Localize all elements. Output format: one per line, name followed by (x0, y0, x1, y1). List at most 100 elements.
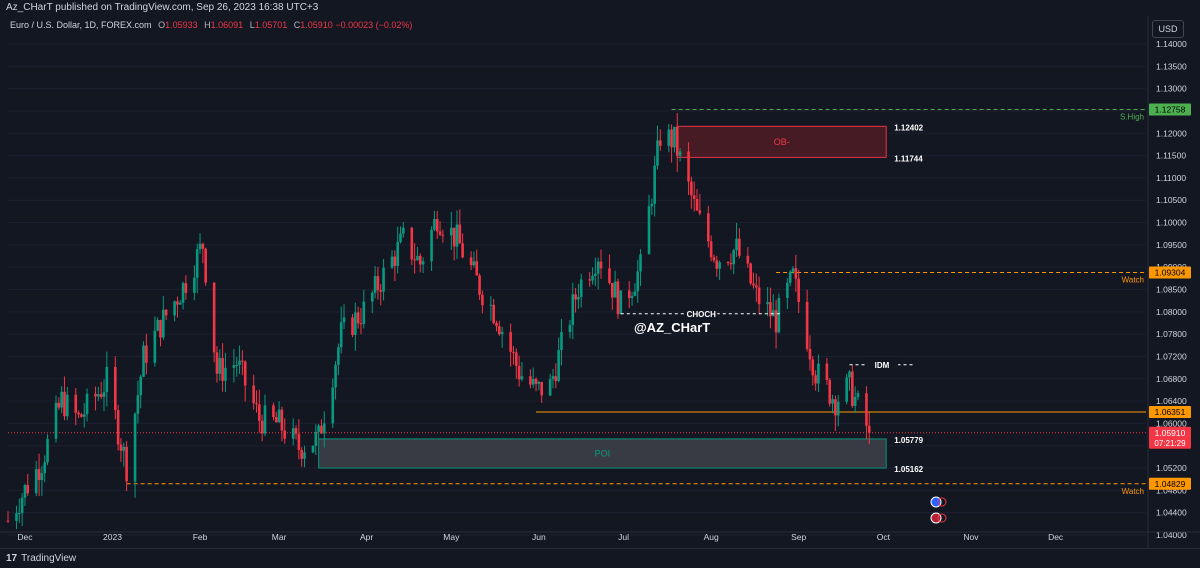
candle-body (692, 195, 696, 199)
candle-body (865, 393, 868, 426)
bar-countdown-text: 07:21:29 (1154, 439, 1186, 448)
candle-body (354, 312, 357, 336)
candle-body (311, 445, 315, 453)
candle-body (613, 281, 617, 298)
candle-body (560, 332, 563, 351)
candle-body (74, 394, 78, 413)
candle-body (6, 520, 10, 522)
candle-body (99, 394, 103, 397)
candle-body (520, 376, 524, 380)
candle-body (619, 290, 623, 315)
candle-body (105, 366, 109, 393)
change-value: −0.00023 (−0.02%) (335, 20, 413, 30)
candle-body (478, 275, 481, 295)
candle-body (291, 428, 295, 439)
candle-body (173, 301, 176, 316)
candle-body (458, 224, 462, 244)
candle-body (238, 360, 241, 366)
publish-text: Az_CHarT published on TradingView.com, S… (6, 2, 319, 13)
low-label: L (249, 20, 255, 30)
candle-body (509, 332, 512, 352)
price-chart[interactable]: 1.140001.135001.130001.125001.120001.115… (0, 16, 1200, 548)
candle-body (272, 405, 275, 418)
candle-body (97, 394, 100, 397)
candle-body (867, 425, 871, 433)
candle-body (659, 140, 662, 146)
candle-body (836, 401, 840, 416)
price-tags: 1.12758 1.09304 1.06351 1.04829 1.0591007:21… (1149, 103, 1191, 490)
candle-body (845, 377, 848, 402)
candle-body (156, 320, 159, 331)
currency-button[interactable]: USD (1152, 20, 1184, 38)
candle-body (224, 367, 227, 381)
candle-body (746, 255, 750, 264)
zone-top-price: 1.12402 (894, 123, 923, 132)
candle-body (828, 379, 832, 404)
candle-body (63, 391, 66, 417)
candle-body (280, 409, 284, 431)
candle-body (258, 404, 261, 421)
candle-body (317, 425, 320, 432)
price-tick-label: 1.05200 (1156, 463, 1187, 473)
candle-body (537, 381, 541, 384)
candle-body (60, 391, 63, 408)
candle-body (735, 238, 738, 251)
candle-body (396, 242, 399, 266)
close-value: 1.05910 (300, 20, 333, 30)
symbol-title[interactable]: Euro / U.S. Dollar, 1D, FOREX.com (10, 20, 152, 30)
candle-body (469, 257, 473, 266)
candle-body (195, 249, 199, 278)
zone-bottom-price: 1.11744 (894, 154, 923, 163)
candle-body (786, 282, 789, 299)
candle-body (435, 219, 439, 232)
candle-body (314, 431, 318, 446)
candle-body (594, 273, 597, 276)
candle-body (814, 375, 817, 384)
candle-body (639, 254, 642, 272)
price-tick-label: 1.06400 (1156, 396, 1187, 406)
level-price-text: 1.12758 (1155, 105, 1186, 115)
candle-body (263, 405, 267, 434)
watermark-text: @AZ_CHarT (634, 320, 710, 335)
current-price-text: 1.05910 (1155, 428, 1186, 438)
candle-body (215, 352, 219, 374)
candle-body (805, 301, 809, 349)
candle-body (517, 365, 521, 380)
candle-body (162, 309, 165, 338)
price-tick-label: 1.06800 (1156, 374, 1187, 384)
candle-body (102, 392, 106, 397)
level-price-text: 1.04829 (1155, 479, 1186, 489)
candle-body (94, 393, 97, 397)
candle-body (752, 283, 755, 286)
candle-body (359, 323, 363, 325)
candle-body (46, 438, 49, 463)
candle-body (757, 287, 761, 305)
candle-body (653, 165, 656, 204)
candle-body (715, 260, 719, 269)
tradingview-logo-icon[interactable]: 17 (6, 553, 18, 564)
candle-body (568, 324, 572, 333)
price-tick-label: 1.04000 (1156, 530, 1187, 540)
candle-body (382, 267, 385, 292)
price-tick-label: 1.13000 (1156, 84, 1187, 94)
candle-body (475, 261, 479, 276)
candle-body (811, 359, 815, 376)
candle-body (184, 283, 188, 293)
candle-body (534, 379, 538, 384)
price-tick-label: 1.13500 (1156, 61, 1187, 71)
candle-body (472, 261, 476, 266)
candle-body (356, 312, 360, 324)
candle-body (461, 243, 464, 258)
price-tick-label: 1.08500 (1156, 285, 1187, 295)
candle-body (774, 310, 778, 333)
level-price-tag (1149, 477, 1191, 490)
candle-body (80, 414, 83, 417)
ob-zone (676, 125, 887, 158)
candle-body (675, 126, 679, 156)
candle-body (351, 317, 354, 336)
candle-body (698, 210, 702, 214)
tradingview-brand[interactable]: TradingView (21, 553, 77, 564)
candle-body (788, 271, 792, 283)
candle-body (241, 360, 244, 362)
candle-body (413, 259, 416, 261)
